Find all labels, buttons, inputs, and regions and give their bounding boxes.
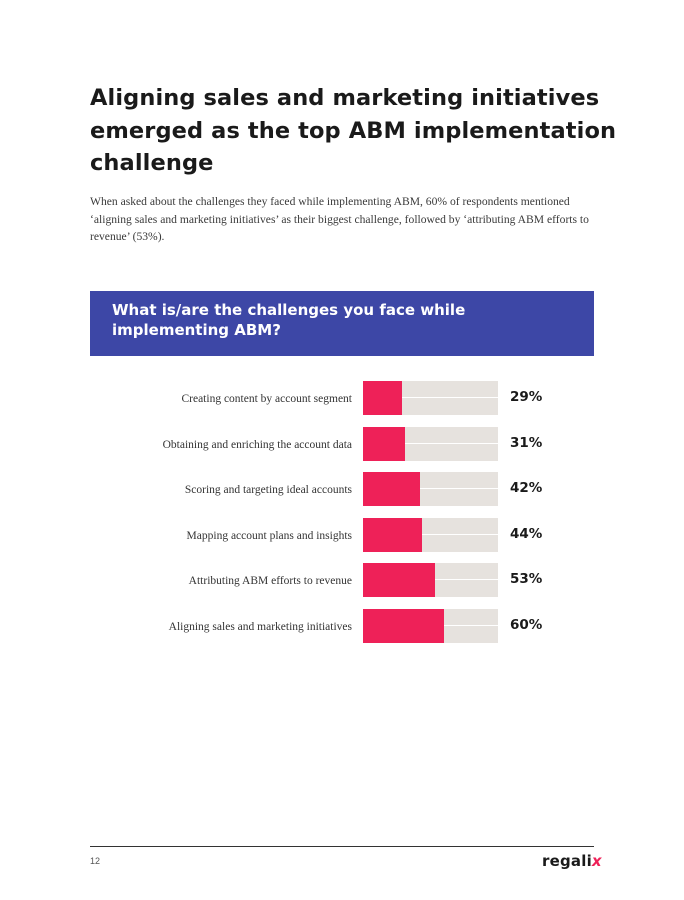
footer-divider bbox=[90, 846, 594, 847]
bar-track bbox=[363, 609, 498, 643]
logo-text: regali bbox=[542, 852, 592, 870]
logo-accent-x: x bbox=[591, 852, 602, 870]
bar-label: Aligning sales and marketing initiatives bbox=[168, 621, 352, 633]
regalix-logo: regalix bbox=[542, 852, 602, 870]
bar-label: Mapping account plans and insights bbox=[186, 529, 352, 542]
page-number: 12 bbox=[90, 856, 101, 866]
bar-value-label: 53% bbox=[510, 571, 543, 588]
bar-value-label: 44% bbox=[510, 525, 543, 542]
bar-label: Scoring and targeting ideal accounts bbox=[184, 484, 352, 497]
page-title: Aligning sales and marketing initiatives… bbox=[90, 85, 617, 176]
bar bbox=[363, 472, 420, 507]
bar bbox=[363, 381, 403, 415]
bar-value-label: 42% bbox=[510, 480, 543, 497]
bar-value-label: 29% bbox=[510, 389, 543, 405]
bar bbox=[363, 563, 435, 598]
bar bbox=[363, 426, 405, 461]
survey-question: What is/are the challenges you face whil… bbox=[112, 301, 466, 339]
bar-label: Creating content by account segment bbox=[181, 393, 352, 405]
bar bbox=[363, 609, 444, 643]
bar-label: Attributing ABM efforts to revenue bbox=[188, 575, 352, 588]
bar-value-label: 31% bbox=[510, 434, 543, 451]
bar-track bbox=[363, 517, 498, 552]
question-banner: What is/are the challenges you face whil… bbox=[90, 291, 594, 356]
bar bbox=[363, 517, 423, 552]
bar-track bbox=[363, 381, 498, 415]
intro-paragraph: When asked about the challenges they fac… bbox=[90, 195, 589, 243]
bar-label: Obtaining and enriching the account data bbox=[162, 438, 352, 451]
bar-track bbox=[363, 426, 498, 461]
bar-value-label: 60% bbox=[510, 617, 543, 633]
bar-track bbox=[363, 563, 498, 598]
bar-track bbox=[363, 472, 498, 507]
